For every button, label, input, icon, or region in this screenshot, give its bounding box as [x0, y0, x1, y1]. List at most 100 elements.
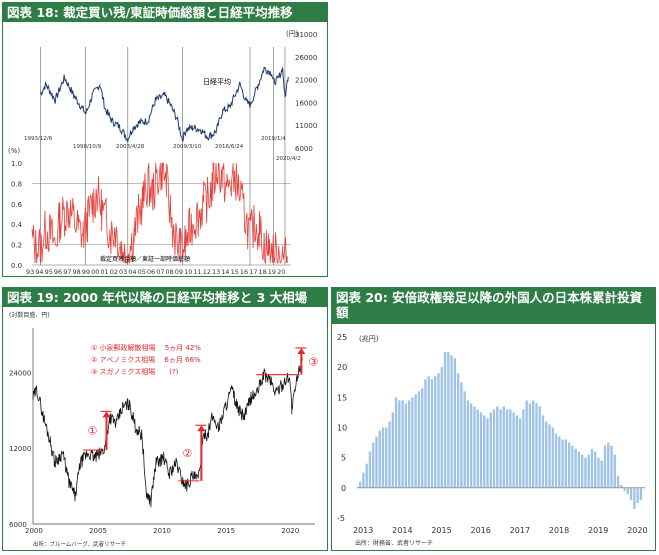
event-date-label: 2003/4/28: [116, 144, 145, 150]
right-tick-label: 6000: [295, 145, 313, 153]
left-tick-label: 1.0: [11, 160, 22, 168]
x-tick-label: 2013: [353, 526, 373, 535]
x-tick-label: 93: [26, 268, 34, 276]
bar: [548, 424, 551, 488]
bar: [610, 445, 613, 488]
x-tick-label: 19: [268, 268, 276, 276]
x-tick-label: 09: [175, 268, 183, 276]
bar: [456, 373, 460, 488]
bar: [372, 442, 375, 488]
x-tick-label: 97: [63, 268, 71, 276]
bar: [447, 352, 450, 488]
bar: [394, 397, 398, 488]
bar: [522, 409, 525, 488]
bar: [554, 433, 558, 488]
bar: [476, 409, 479, 488]
y-tick-label: 0: [341, 484, 346, 493]
source-note: 出所：財務省、武者リサーチ: [355, 539, 433, 547]
x-tick-label: 00: [91, 268, 99, 276]
ratio-line: [31, 162, 288, 265]
x-tick-label: 15: [231, 268, 239, 276]
x-tick-label: 2016: [471, 526, 491, 535]
x-tick-label: 2000: [25, 527, 43, 535]
right-tick-label: 11000: [295, 122, 317, 130]
y-tick-label: 25: [337, 333, 347, 342]
bar: [532, 400, 535, 488]
bar: [603, 445, 607, 488]
bar: [417, 391, 421, 488]
bar: [545, 421, 548, 488]
y-tick-label: 20: [337, 363, 347, 372]
bar: [597, 457, 600, 488]
bar: [492, 409, 496, 488]
bar: [574, 448, 577, 488]
x-tick-label: 16: [240, 268, 248, 276]
bar: [639, 487, 643, 500]
x-tick-label: 04: [128, 268, 136, 276]
bar: [620, 484, 623, 488]
x-tick-label: 95: [45, 268, 53, 276]
x-tick-label: 2019: [588, 526, 608, 535]
bar: [607, 442, 610, 488]
x-tick-label: 2018: [549, 526, 569, 535]
bar: [633, 487, 636, 509]
bar: [440, 367, 443, 488]
bar: [443, 352, 447, 488]
nikkei-series-label: 日経平均: [203, 77, 231, 86]
event-date-label: 1998/10/9: [73, 144, 102, 150]
x-tick-label: 2010: [153, 527, 171, 535]
left-tick-label: 0.2: [11, 242, 22, 250]
x-tick-label: 06: [147, 268, 155, 276]
right-axis-unit: (円): [286, 30, 299, 38]
x-tick-label: 01: [100, 268, 108, 276]
x-tick-label: 2017: [510, 526, 530, 535]
x-tick-label: 08: [166, 268, 174, 276]
y-tick-label: 5: [341, 454, 346, 463]
bar: [424, 379, 427, 488]
x-tick-label: 18: [259, 268, 267, 276]
bar: [460, 382, 463, 488]
bar: [463, 391, 466, 488]
x-tick-label: 96: [54, 268, 62, 276]
right-tick-label: 31000: [295, 31, 317, 39]
x-tick-label: 2014: [392, 526, 412, 535]
x-tick-label: 10: [184, 268, 192, 276]
bar: [411, 397, 414, 488]
bar: [594, 451, 597, 488]
bar: [391, 412, 394, 488]
bar: [525, 400, 528, 488]
y-tick-label: 12000: [9, 445, 31, 453]
x-tick-label: 14: [221, 268, 229, 276]
bar: [528, 403, 532, 488]
bar: [375, 436, 378, 488]
bar: [505, 409, 509, 488]
right-tick-label: 21000: [295, 77, 317, 85]
bar: [509, 409, 512, 488]
event-date-label: 2009/3/10: [173, 144, 202, 150]
event-date-label: 1993/12/6: [24, 136, 53, 142]
bar: [580, 454, 584, 488]
bar: [401, 400, 404, 488]
bar: [414, 394, 417, 488]
bar: [567, 442, 571, 488]
bar: [450, 355, 453, 488]
y-tick-label: 24000: [9, 369, 31, 377]
x-tick-label: 2020: [627, 526, 647, 535]
bar: [587, 454, 590, 488]
bar: [629, 487, 633, 500]
annot-marker: ②: [182, 447, 192, 460]
panel-fig19: 図表 19: 2000 年代以降の日経平均推移と 3 大相場 (対数目盛、円) 6…: [2, 287, 328, 551]
left-tick-label: 0.0: [11, 262, 22, 270]
event-date-label: 2020/4/2: [276, 156, 301, 162]
left-axis-unit: (%): [8, 147, 20, 155]
x-tick-label: 07: [156, 268, 164, 276]
x-tick-label: 98: [73, 268, 81, 276]
panel-fig20: 図表 20: 安倍政権発足以降の外国人の日本株累計投資額 (兆円) -5 0 5 10 1…: [331, 287, 656, 551]
bar: [381, 427, 385, 488]
x-tick-label: 20: [277, 268, 285, 276]
bar: [479, 412, 483, 488]
bar: [430, 379, 434, 488]
left-tick-label: 0.6: [11, 201, 23, 209]
panel-title: 図表 18: 裁定買い残/東証時価総額と日経平均推移: [3, 3, 327, 22]
bar: [398, 400, 401, 488]
